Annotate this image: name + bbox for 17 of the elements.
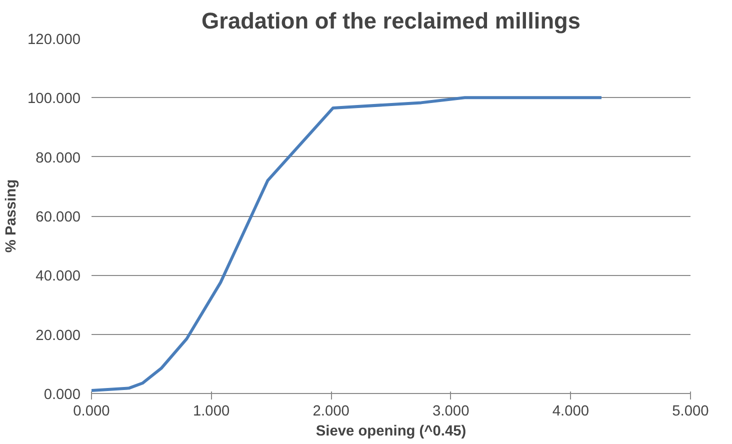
y-tick-label: 120.000 <box>28 32 81 48</box>
x-tick-label: 2.000 <box>312 404 350 420</box>
y-tick-label: 0.000 <box>44 387 81 403</box>
x-axis-title: Sieve opening (^0.45) <box>316 424 466 440</box>
line-series <box>92 96 603 392</box>
y-tick-label: 40.000 <box>36 268 80 285</box>
chart-title: Gradation of the reclaimed millings <box>202 8 580 34</box>
y-tick-label: 100.000 <box>28 91 81 108</box>
y-axis-title: % Passing <box>4 179 20 253</box>
y-tick-label: 20.000 <box>36 328 80 344</box>
x-tick-label: 3.000 <box>432 404 470 420</box>
y-tick-label: 60.000 <box>36 210 80 226</box>
y-tick-label: 80.000 <box>36 150 80 166</box>
x-tick-label: 1.000 <box>192 404 230 420</box>
x-tick-label: 4.000 <box>552 404 590 420</box>
x-tick-label: 0.000 <box>73 404 110 420</box>
x-tick-label: 5.000 <box>672 404 709 420</box>
